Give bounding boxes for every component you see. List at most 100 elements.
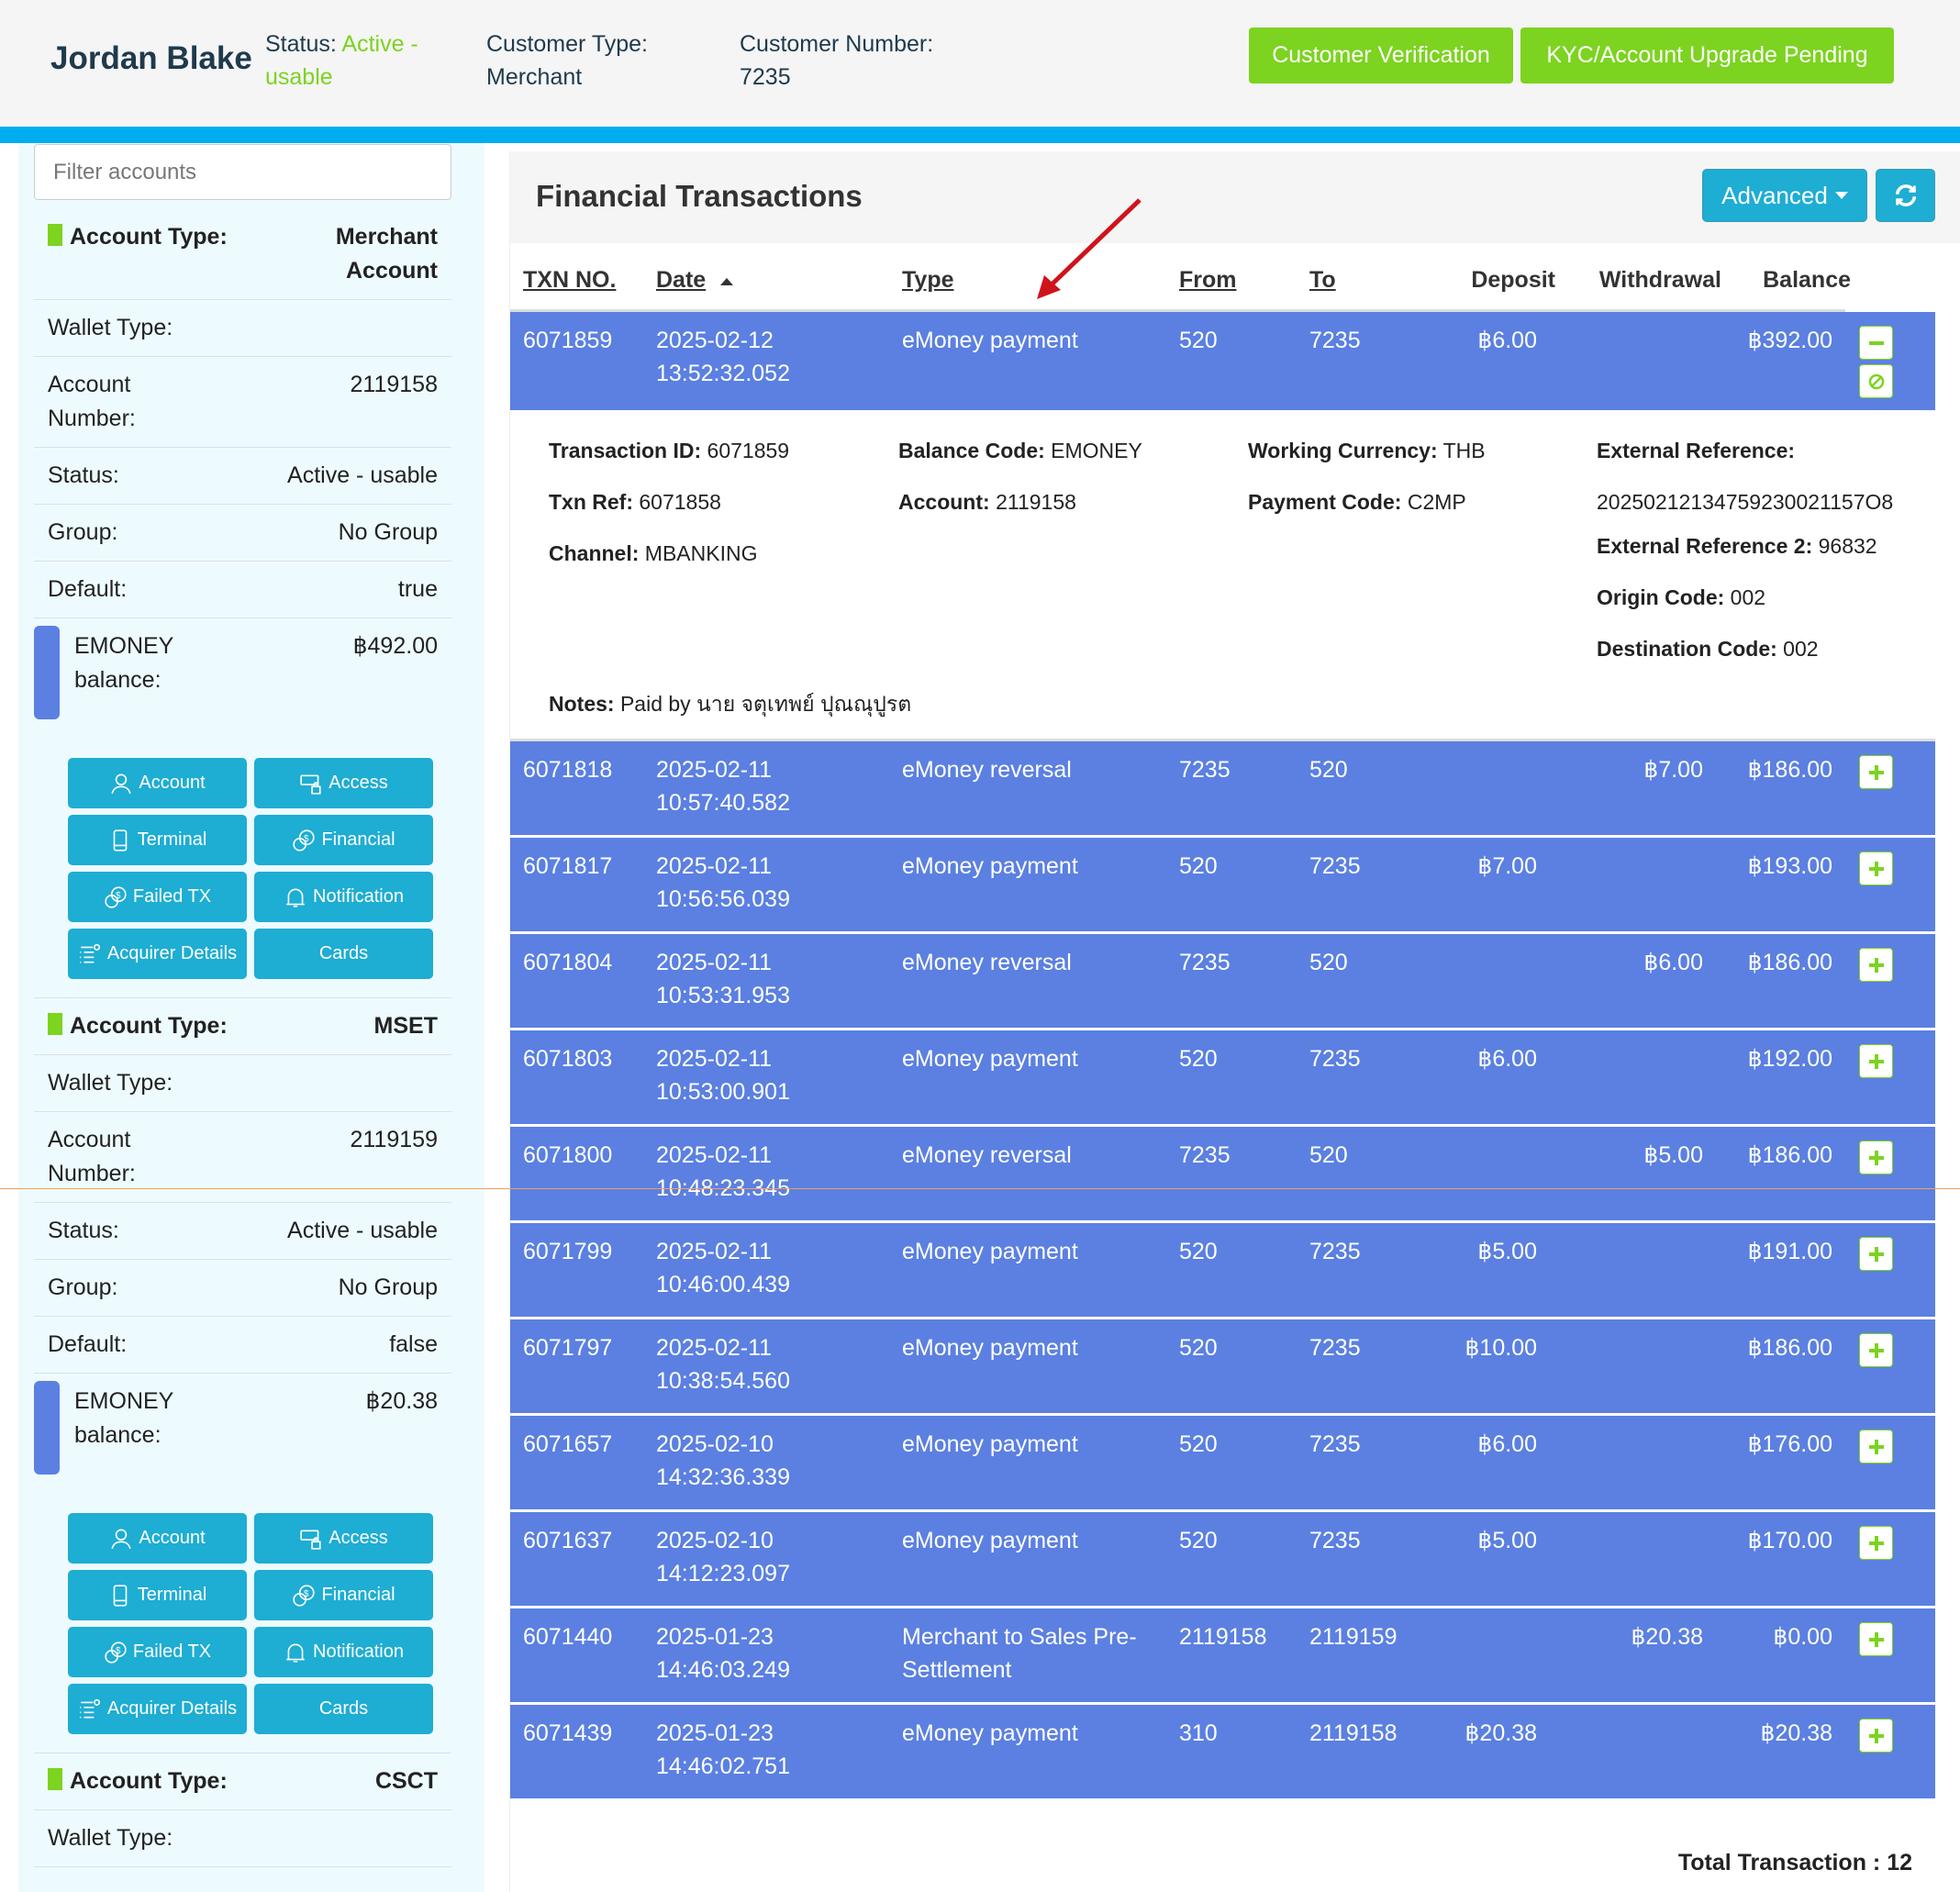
table-row[interactable]: 6071859 2025-02-12 13:52:32.052 eMoney paym… — [510, 312, 1935, 413]
expand-button[interactable] — [1859, 1430, 1893, 1464]
date: 2025-02-11 — [656, 1335, 773, 1361]
failed-tx-button[interactable]: $ Failed TX — [68, 1627, 247, 1677]
txn-number: 6071803 — [523, 1046, 613, 1072]
expand-button[interactable] — [1859, 948, 1893, 982]
filter-accounts-input[interactable] — [34, 144, 451, 200]
txn-number: 6071799 — [523, 1239, 613, 1264]
txn-balance: ฿191.00 — [1747, 1239, 1832, 1264]
expand-button[interactable] — [1859, 851, 1893, 885]
expand-button[interactable] — [1859, 1622, 1893, 1656]
detail-value: MBANKING — [644, 541, 758, 565]
ban-icon — [1868, 373, 1884, 389]
table-row[interactable]: 6071800 2025-02-11 10:48:23.345 eMoney reve… — [510, 1127, 1935, 1223]
phone-icon — [113, 829, 128, 851]
account-actions: Account Access Terminal $ Financial $ Failed T… — [34, 1486, 451, 1753]
collapse-button[interactable] — [1859, 326, 1893, 360]
table-row[interactable]: 6071804 2025-02-11 10:53:31.953 eMoney reve… — [510, 934, 1935, 1030]
txn-to: 7235 — [1309, 1046, 1361, 1072]
sort-ascending-icon[interactable] — [720, 278, 733, 285]
emoney-balance-label: EMONEY balance: — [74, 1388, 173, 1448]
txn-type: eMoney payment — [902, 1720, 1078, 1746]
terminal-button[interactable]: Terminal — [68, 1570, 247, 1620]
txn-number: 6071859 — [523, 328, 613, 353]
time: 14:46:03.249 — [656, 1657, 790, 1683]
customer-verification-button[interactable]: Customer Verification — [1249, 28, 1513, 83]
txn-deposit: ฿6.00 — [1477, 328, 1537, 353]
default-row: Default: false — [34, 1317, 451, 1374]
customer-number: Customer Number: 7235 — [740, 28, 933, 94]
txn-to: 2119158 — [1309, 1720, 1398, 1746]
account-type-row: Account Type: MSET — [34, 998, 451, 1055]
column-header-date[interactable]: Date — [656, 267, 707, 293]
acquirer-details-button[interactable]: Acquirer Details — [68, 929, 247, 979]
column-header-txnno[interactable]: TXN NO. — [523, 267, 617, 293]
txn-from: 7235 — [1179, 757, 1231, 783]
column-header-to[interactable]: To — [1309, 267, 1336, 293]
user-icon — [111, 773, 131, 794]
table-row[interactable]: 6071637 2025-02-10 14:12:23.097 eMoney paym… — [510, 1512, 1935, 1608]
table-row[interactable]: 6071797 2025-02-11 10:38:54.560 eMoney paym… — [510, 1319, 1935, 1416]
txn-date: 2025-02-11 10:56:56.039 — [656, 850, 790, 916]
txn-type: eMoney payment — [902, 1528, 1078, 1553]
table-row[interactable]: 6071803 2025-02-11 10:53:00.901 eMoney paym… — [510, 1030, 1935, 1127]
acquirer-details-button[interactable]: Acquirer Details — [68, 1684, 247, 1734]
wallet-type-row: Wallet Type: — [34, 300, 451, 357]
notification-label: Notification — [313, 1642, 404, 1662]
column-header-type[interactable]: Type — [902, 267, 954, 293]
txn-type: eMoney payment — [902, 1335, 1078, 1361]
expand-button[interactable] — [1859, 1237, 1893, 1271]
txn-type: eMoney payment — [902, 1046, 1078, 1072]
detail-txn-ref: Txn Ref: 6071858 — [549, 490, 721, 515]
account-button[interactable]: Account — [68, 758, 247, 808]
expand-button[interactable] — [1859, 1333, 1893, 1367]
txn-number: 6071817 — [523, 853, 613, 879]
plus-icon — [1868, 1246, 1884, 1262]
txn-type: eMoney payment — [902, 1431, 1078, 1457]
column-header-from[interactable]: From — [1179, 267, 1237, 293]
expand-button[interactable] — [1859, 755, 1893, 789]
advanced-dropdown-button[interactable]: Advanced — [1702, 169, 1867, 222]
detail-payment-code: Payment Code: C2MP — [1248, 490, 1466, 515]
table-row[interactable]: 6071439 2025-01-23 14:46:02.751 eMoney paym… — [510, 1705, 1935, 1801]
transaction-detail: Transaction ID: 6071859 Balance Code: EMO… — [510, 413, 1935, 741]
cards-button[interactable]: Cards — [254, 929, 433, 979]
expand-button[interactable] — [1859, 1526, 1893, 1560]
table-row[interactable]: 6071657 2025-02-10 14:32:36.339 eMoney paym… — [510, 1416, 1935, 1512]
refresh-button[interactable] — [1876, 169, 1935, 222]
cancel-transaction-button[interactable] — [1859, 364, 1893, 398]
password-lock-icon — [300, 1530, 321, 1550]
plus-icon — [1868, 1053, 1884, 1069]
account-type-row: Account Type: Merchant Account — [34, 209, 451, 300]
txn-deposit: ฿5.00 — [1477, 1239, 1537, 1264]
expand-button[interactable] — [1859, 1141, 1893, 1174]
kyc-upgrade-button[interactable]: KYC/Account Upgrade Pending — [1520, 28, 1894, 83]
txn-balance: ฿186.00 — [1747, 1142, 1832, 1168]
table-row[interactable]: 6071799 2025-02-11 10:46:00.439 eMoney paym… — [510, 1223, 1935, 1319]
financial-button[interactable]: $ Financial — [254, 1570, 433, 1620]
txn-type: eMoney reversal — [902, 950, 1072, 975]
access-button[interactable]: Access — [254, 1513, 433, 1564]
date: 2025-02-11 — [656, 1239, 773, 1264]
table-row[interactable]: 6071817 2025-02-11 10:56:56.039 eMoney paym… — [510, 838, 1935, 934]
txn-number: 6071800 — [523, 1142, 613, 1168]
detail-label: External Reference 2: — [1597, 534, 1813, 558]
txn-from: 520 — [1179, 1431, 1218, 1457]
financial-button[interactable]: $ Financial — [254, 815, 433, 865]
notification-button[interactable]: Notification — [254, 872, 433, 922]
group-value: No Group — [338, 1274, 438, 1300]
txn-type: eMoney payment — [902, 1239, 1078, 1264]
txn-date: 2025-02-11 10:48:23.345 — [656, 1139, 790, 1205]
txn-from: 520 — [1179, 1239, 1218, 1264]
date: 2025-02-11 — [656, 853, 773, 879]
expand-button[interactable] — [1859, 1719, 1893, 1753]
table-row[interactable]: 6071818 2025-02-11 10:57:40.582 eMoney reve… — [510, 741, 1935, 838]
access-button[interactable]: Access — [254, 758, 433, 808]
notification-button[interactable]: Notification — [254, 1627, 433, 1677]
cards-button[interactable]: Cards — [254, 1684, 433, 1734]
terminal-button[interactable]: Terminal — [68, 815, 247, 865]
account-button[interactable]: Account — [68, 1513, 247, 1564]
failed-tx-button[interactable]: $ Failed TX — [68, 872, 247, 922]
table-row[interactable]: 6071440 2025-01-23 14:46:03.249 Merchant to… — [510, 1608, 1935, 1705]
detail-value: C2MP — [1407, 490, 1466, 514]
expand-button[interactable] — [1859, 1044, 1893, 1078]
